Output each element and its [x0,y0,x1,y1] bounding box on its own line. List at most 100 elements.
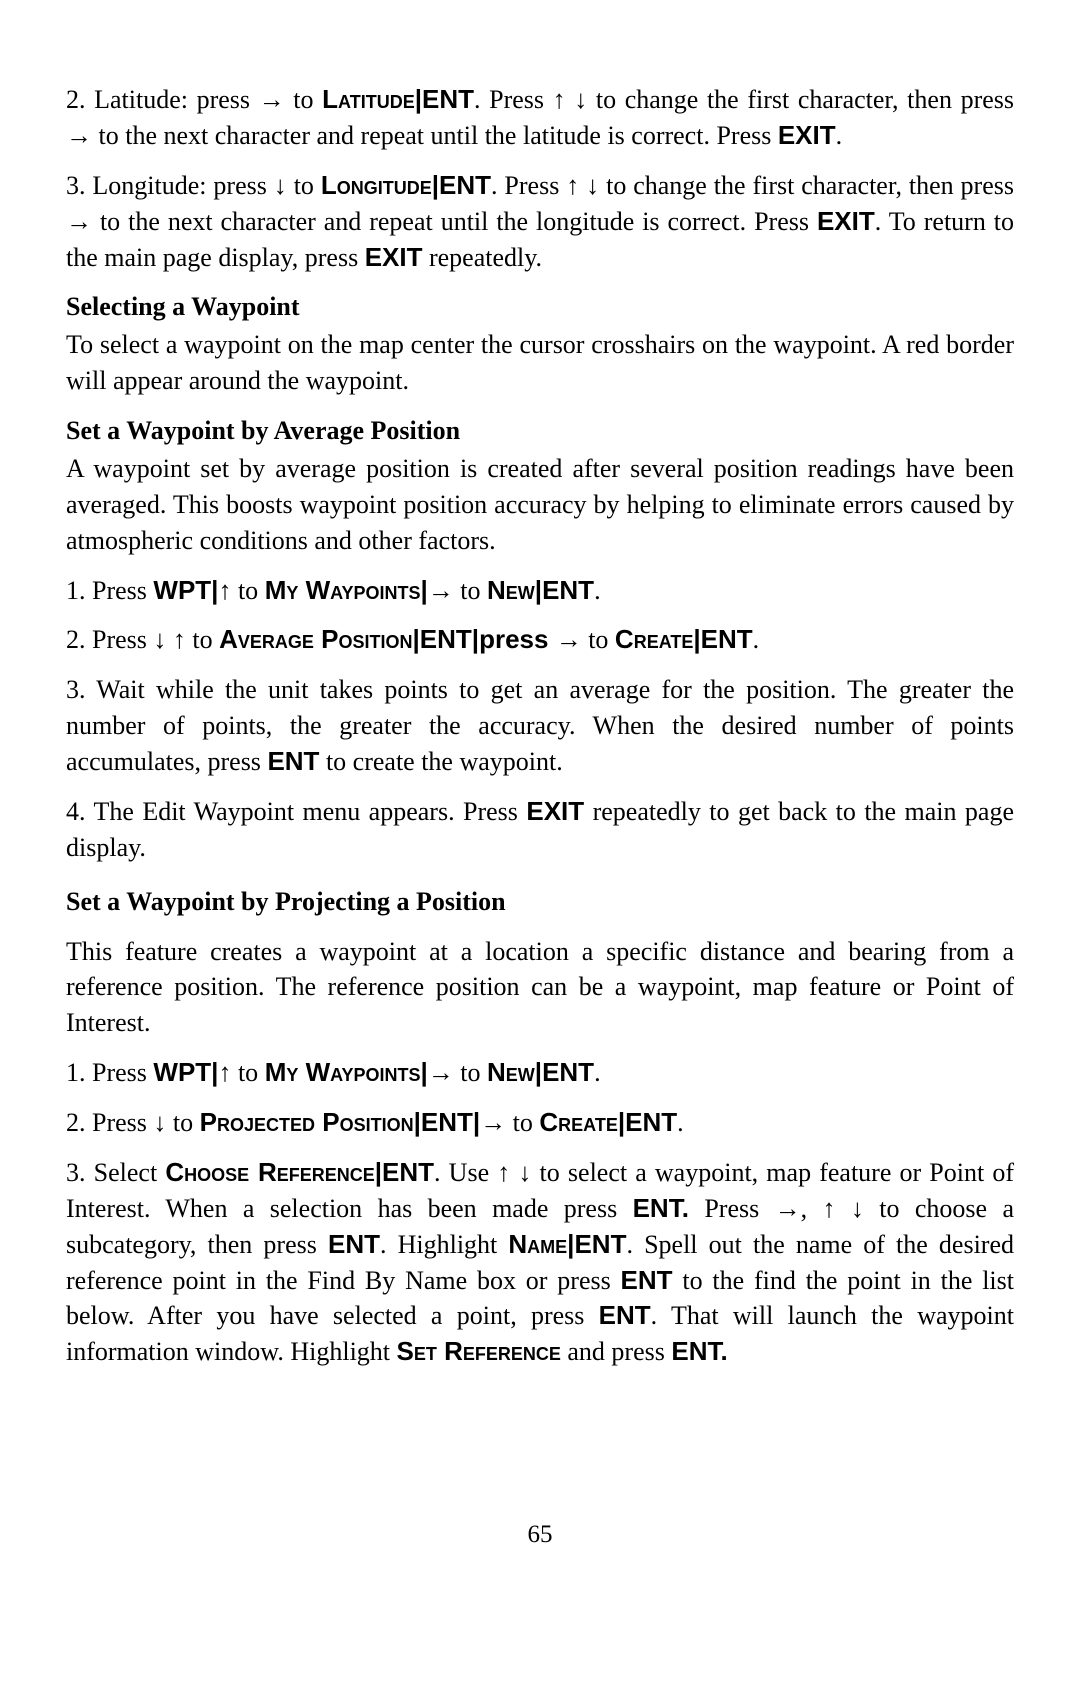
key-wpt: WPT [153,1057,211,1087]
arrow-up-icon: ↑ [497,1157,510,1187]
text: . Use [434,1158,497,1187]
key-exit: EXIT [365,242,423,272]
menu-set-reference: Set Reference [397,1336,561,1366]
key-ent: ENT [542,575,594,605]
menu-avg-position: Average Position [219,624,412,654]
text: to [186,625,219,654]
text: 3. Select [66,1158,165,1187]
key-ent: ENT [267,746,319,776]
separator: |press [472,624,556,654]
text: to the next character and repeat until t… [92,207,817,236]
arrow-up-icon: ↑ [173,624,186,654]
separator: | [415,84,422,114]
key-ent: ENT [328,1229,380,1259]
key-ent: ENT [574,1229,626,1259]
page-number: 65 [0,1518,1080,1553]
text: to [231,1058,264,1087]
arrow-up-icon: ↑ [218,575,231,605]
menu-create: Create [539,1107,617,1137]
key-ent: ENT. [633,1193,689,1223]
arrow-up-icon: ↑ [218,1057,231,1087]
separator: | [420,1057,427,1087]
separator: | [693,624,700,654]
arrow-right-icon: → [480,1107,506,1137]
arrow-right-icon: → [66,120,92,150]
text: . Press [474,85,553,114]
key-exit: EXIT [817,206,875,236]
text [566,85,575,114]
text: . [836,121,843,150]
key-ent: ENT [701,624,753,654]
heading-selecting-waypoint: Selecting a Waypoint [66,289,1014,325]
proj-step-3: 3. Select Choose Reference|ENT. Use ↑ ↓ … [66,1155,1014,1370]
text: 3. Longitude: press [66,171,274,200]
menu-name: Name [508,1229,567,1259]
text: to [506,1108,539,1137]
arrow-down-icon: ↓ [518,1157,531,1187]
text: to [287,171,321,200]
text: . [753,625,760,654]
key-exit: EXIT [526,796,584,826]
key-ent: ENT. [671,1336,727,1366]
key-ent: ENT [599,1300,651,1330]
text: to [582,625,615,654]
separator: | [535,1057,542,1087]
text: 2. Press [66,1108,153,1137]
arrow-down-icon: ↓ [274,170,287,200]
para-selecting-waypoint: To select a waypoint on the map center t… [66,327,1014,399]
text: to the next character and repeat until t… [92,121,778,150]
menu-projected-position: Projected Position [200,1107,414,1137]
text: 2. Latitude: press [66,85,259,114]
key-ent: ENT [420,624,472,654]
text: to change the first character, then pres… [599,171,1014,200]
text: and press [561,1337,671,1366]
arrow-down-icon: ↓ [153,624,166,654]
heading-avg-position: Set a Waypoint by Average Position [66,413,1014,449]
key-ent: ENT [421,1107,473,1137]
arrow-down-icon: ↓ [153,1107,166,1137]
menu-my-waypoints: My Waypoints [265,1057,421,1087]
text: Press [689,1194,775,1223]
text: to [231,576,264,605]
text: repeatedly. [422,243,542,272]
arrow-up-icon: ↑ [566,170,579,200]
separator: | [420,575,427,605]
avg-step-4: 4. The Edit Waypoint menu appears. Press… [66,794,1014,866]
arrow-up-icon: ↑ [553,84,566,114]
manual-page: 2. Latitude: press → to Latitude|ENT. Pr… [0,0,1080,1682]
text: to [454,576,487,605]
key-ent: ENT [625,1107,677,1137]
avg-step-3: 3. Wait while the unit takes points to g… [66,672,1014,780]
arrow-right-icon: → [428,575,454,605]
step-latitude: 2. Latitude: press → to Latitude|ENT. Pr… [66,82,1014,154]
text: . [677,1108,684,1137]
para-proj-intro: This feature creates a waypoint at a loc… [66,934,1014,1042]
text: 1. Press [66,1058,153,1087]
text: to [166,1108,199,1137]
text: . [594,576,601,605]
proj-step-2: 2. Press ↓ to Projected Position|ENT|→ t… [66,1105,1014,1141]
arrow-up-icon: ↑ [823,1193,836,1223]
menu-latitude: Latitude [322,84,415,114]
separator: | [432,170,439,200]
separator: | [413,624,420,654]
key-ent: ENT [422,84,474,114]
arrow-down-icon: ↓ [574,84,587,114]
proj-step-1: 1. Press WPT|↑ to My Waypoints|→ to New|… [66,1055,1014,1091]
text: to [454,1058,487,1087]
menu-new: New [487,575,535,605]
text: to [285,85,322,114]
key-ent: ENT [542,1057,594,1087]
text: to change the first char­acter, then pre… [587,85,1014,114]
arrow-right-icon: → [428,1057,454,1087]
menu-my-waypoints: My Waypoints [265,575,421,605]
heading-projected-position: Set a Waypoint by Projecting a Position [66,884,1014,920]
text: . Press [491,171,566,200]
separator: | [414,1107,421,1137]
key-exit: EXIT [778,120,836,150]
arrow-right-icon: → [259,84,285,114]
key-ent: ENT [439,170,491,200]
arrow-down-icon: ↓ [851,1193,864,1223]
menu-choose-reference: Choose Reference [165,1157,374,1187]
avg-step-1: 1. Press WPT|↑ to My Waypoints|→ to New|… [66,573,1014,609]
